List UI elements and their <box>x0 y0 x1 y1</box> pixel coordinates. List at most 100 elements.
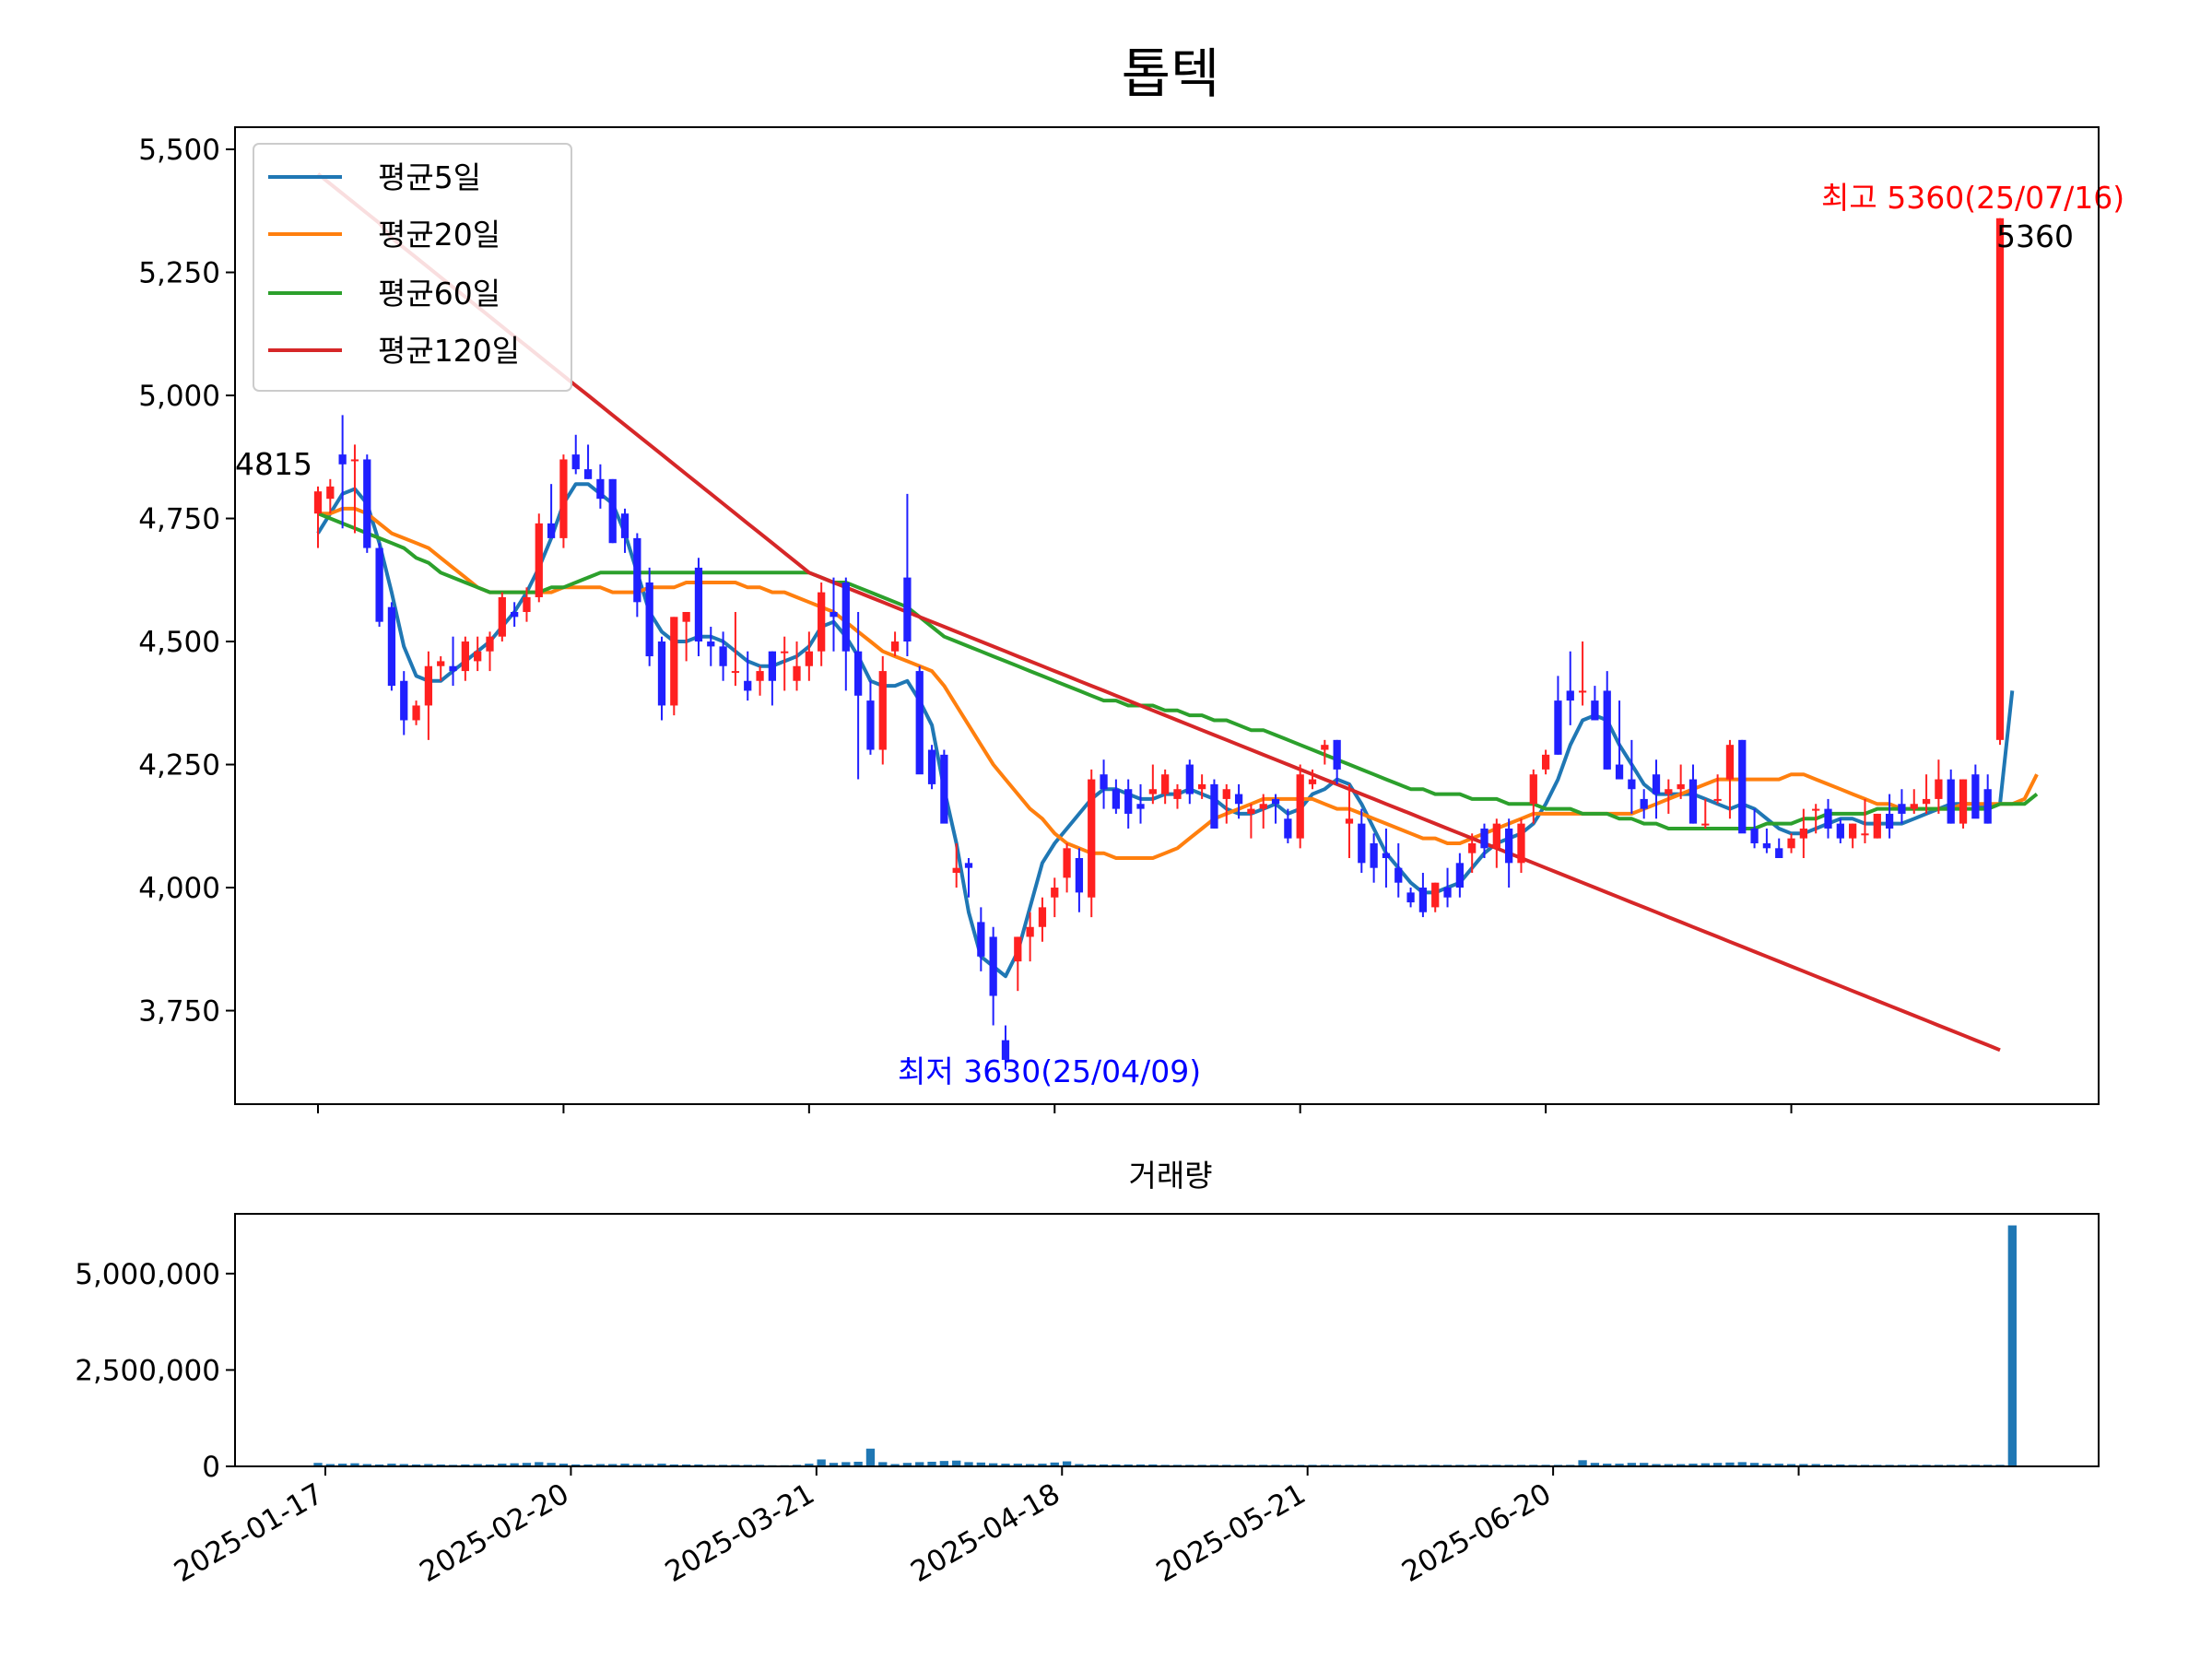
candle <box>363 454 371 553</box>
volume-bar <box>1786 1464 1796 1466</box>
candle <box>1541 749 1550 775</box>
candle <box>1321 739 1329 765</box>
candle <box>461 636 469 681</box>
volume-bar <box>853 1461 863 1466</box>
candlesticks <box>313 218 2005 1070</box>
volume-bar <box>878 1462 888 1466</box>
candle <box>1063 842 1071 893</box>
volume-bar <box>1062 1461 1072 1466</box>
candle <box>1382 828 1391 888</box>
candle <box>1701 798 1710 829</box>
candle <box>1665 779 1673 814</box>
candle <box>1173 783 1182 809</box>
candle <box>620 508 629 553</box>
price-ytick-label: 4,000 <box>138 872 220 905</box>
candle <box>1001 1025 1010 1070</box>
volume-bar <box>1603 1464 1612 1466</box>
price-panel: 3,750 4,000 4,250 4,500 4,750 5,000 5,250 5,500… <box>138 126 2124 1113</box>
volume-bar <box>669 1464 678 1466</box>
volume-bar <box>1688 1464 1698 1466</box>
legend: 평균5일 평균20일 평균60일 평균120일 <box>253 143 572 392</box>
volume-bar <box>1836 1464 1845 1466</box>
candle <box>719 631 727 681</box>
candle <box>977 907 985 971</box>
volume-bar <box>399 1464 408 1466</box>
candle <box>1222 783 1230 824</box>
candle <box>1333 739 1341 784</box>
candle <box>1517 818 1525 874</box>
candle <box>1358 808 1366 874</box>
candle <box>1284 808 1292 843</box>
candle <box>1443 867 1452 908</box>
candle <box>1554 676 1562 755</box>
candle <box>1505 818 1513 888</box>
candle <box>781 636 789 691</box>
candle <box>830 577 838 652</box>
candle <box>645 567 653 666</box>
volume-bar <box>620 1464 629 1466</box>
candle <box>964 857 973 898</box>
candle <box>1038 897 1047 942</box>
volume-bar <box>1087 1464 1096 1466</box>
candle <box>523 587 531 622</box>
candle <box>1922 774 1931 814</box>
candle <box>1787 833 1795 853</box>
candle <box>1591 686 1599 721</box>
candle <box>854 611 863 780</box>
volume-bar <box>1025 1464 1035 1466</box>
volume-bar <box>498 1464 507 1466</box>
volume-bar <box>571 1464 581 1466</box>
volume-bar <box>915 1462 924 1466</box>
candle <box>511 602 519 628</box>
candle <box>596 464 605 509</box>
volume-bar <box>989 1463 998 1466</box>
candle <box>1566 651 1574 725</box>
candle <box>927 745 936 790</box>
candle <box>1370 833 1378 883</box>
candle <box>1259 794 1267 829</box>
first-close-label: 4815 <box>235 446 312 482</box>
candle <box>1983 774 1992 824</box>
candle <box>1455 853 1464 898</box>
candle <box>1935 759 1943 814</box>
candle <box>474 636 482 672</box>
volume-bar <box>964 1462 973 1466</box>
candle <box>1615 700 1624 780</box>
candle <box>1738 739 1747 834</box>
volume-bar <box>1001 1464 1010 1466</box>
volume-bar <box>547 1463 556 1466</box>
candle <box>1824 798 1832 839</box>
candle <box>1308 769 1317 790</box>
volume-bar <box>1615 1464 1624 1466</box>
volume-bar <box>559 1464 569 1466</box>
volume-bar <box>1725 1462 1735 1466</box>
candle <box>731 611 740 687</box>
candle <box>1836 818 1844 843</box>
volume-bar <box>411 1464 421 1466</box>
volume-bar <box>976 1462 986 1466</box>
candle <box>547 484 556 538</box>
candle <box>387 602 396 691</box>
candle <box>1529 769 1537 824</box>
volume-bar <box>1652 1464 1661 1466</box>
candle <box>313 486 323 548</box>
volume-bar <box>1799 1464 1808 1466</box>
candle <box>1197 774 1206 799</box>
volume-bar <box>1050 1462 1059 1466</box>
candle <box>1345 783 1354 858</box>
candle <box>1480 823 1488 858</box>
volume-bar <box>1749 1463 1759 1466</box>
candle <box>1603 671 1611 770</box>
candle <box>571 434 580 475</box>
volume-bar <box>595 1464 606 1466</box>
candle <box>1075 848 1084 912</box>
candle <box>940 749 948 824</box>
candle <box>915 665 924 775</box>
candle <box>1406 888 1415 908</box>
candle <box>1873 813 1881 839</box>
volume-bar <box>681 1464 691 1466</box>
volume-bar <box>927 1461 936 1466</box>
candle <box>682 611 690 662</box>
candle <box>952 842 960 888</box>
candle <box>1431 882 1440 912</box>
